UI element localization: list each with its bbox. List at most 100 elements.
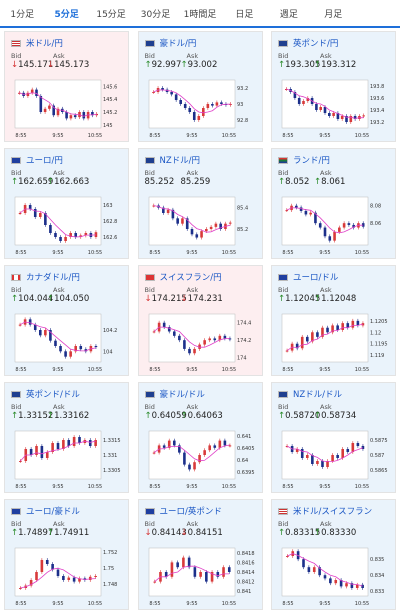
- pair-title[interactable]: ユーロ/英ポンド: [159, 507, 222, 517]
- x-tick-label: 10:55: [355, 250, 369, 256]
- tab-timeframe[interactable]: 月足: [324, 10, 343, 20]
- pair-title[interactable]: ユーロ/円: [26, 156, 63, 166]
- pair-title[interactable]: 米ドル/スイスフラン: [293, 507, 373, 517]
- mini-chart[interactable]: 174.4 174.2 174 8:55 9:55 10:55: [145, 310, 259, 374]
- mini-chart[interactable]: 163 162.8 162.6 8:55 9:55 10:55: [11, 193, 125, 257]
- pair-title[interactable]: カナダドル/円: [26, 273, 80, 283]
- moving-average-line: [287, 553, 363, 587]
- y-tick-label: 0.8416: [237, 560, 255, 566]
- rate-card[interactable]: ランド/円 Bid Ask ↑8.052 ↑8.061 8.08 8.06 8:55 9:55 1…: [271, 148, 396, 259]
- bid-ask-labels: Bid Ask: [278, 169, 332, 177]
- candle-body: [88, 440, 92, 446]
- rate-card[interactable]: 豪ドル/ドル Bid Ask ↑0.64059 ↑0.64063 0.641 0.6405 0…: [137, 382, 263, 493]
- mini-chart[interactable]: 145.6 145.4 145.2 145 8:55 9:55 10:55: [11, 76, 125, 140]
- candle-body: [72, 437, 76, 446]
- x-tick-label: 9:55: [319, 367, 330, 373]
- rate-card[interactable]: NZドル/ドル Bid Ask ↑0.58720 ↑0.58734 0.5875 0.587…: [271, 382, 396, 493]
- mini-chart[interactable]: 1.1205 1.12 1.1195 1.119 8:55 9:55 10:55: [278, 310, 392, 374]
- candle-body: [167, 327, 171, 332]
- candle-body: [84, 349, 88, 352]
- pair-title[interactable]: ユーロ/ドル: [293, 273, 339, 283]
- candle-body: [56, 569, 60, 576]
- rate-values: ↑0.58720 ↑0.58734: [278, 411, 356, 421]
- pair-title[interactable]: ランド/円: [293, 156, 330, 166]
- tab-timeframe[interactable]: 30分足: [140, 10, 171, 20]
- pair-title[interactable]: 英ポンド/ドル: [26, 390, 80, 400]
- tab-timeframe[interactable]: 1時間足: [183, 10, 217, 20]
- mini-chart[interactable]: 0.835 0.834 0.833 8:55 9:55 10:55: [278, 544, 392, 608]
- pair-title[interactable]: 英ポンド/円: [293, 39, 339, 49]
- y-tick-label: 174.4: [237, 321, 251, 327]
- rate-card[interactable]: 米ドル/円 Bid Ask ↓145.171 ↓145.173 145.6 145.4 145…: [4, 31, 129, 142]
- candle-body: [219, 102, 223, 104]
- bid-value: 193.305: [285, 60, 321, 70]
- candle-body: [318, 567, 321, 576]
- mini-chart[interactable]: 93.2 93 92.8 8:55 9:55 10:55: [145, 76, 259, 140]
- card-header: ランド/円: [278, 154, 330, 166]
- bid-ask-labels: Bid Ask: [11, 520, 65, 528]
- y-tick-label: 1.3305: [103, 468, 121, 474]
- rate-card[interactable]: 米ドル/スイスフラン Bid Ask ↑0.83315 ↑0.83330 0.835 0.8…: [271, 499, 396, 610]
- mini-chart[interactable]: 0.5875 0.587 0.5865 8:55 9:55 10:55: [278, 427, 392, 491]
- rate-card[interactable]: ユーロ/ドル Bid Ask ↑1.12045 ↑1.12048 1.1205 1.12 1.…: [271, 265, 396, 376]
- rate-card[interactable]: ユーロ/英ポンド Bid Ask ↓0.84143 ↓0.84151 0.8418 0.84…: [137, 499, 263, 610]
- pair-title[interactable]: NZドル/ドル: [293, 390, 343, 400]
- up-arrow-icon: ↑: [144, 411, 152, 421]
- rate-card[interactable]: ユーロ/円 Bid Ask ↑162.659 ↑162.663 163 162.8 162.6…: [4, 148, 129, 259]
- candle-body: [353, 116, 357, 119]
- x-tick-label: 8:55: [282, 250, 293, 256]
- rate-values: ↑0.83315 ↑0.83330: [278, 528, 356, 538]
- candle-body: [65, 112, 68, 119]
- card-header: ユーロ/英ポンド: [144, 505, 222, 517]
- mini-chart[interactable]: 8.08 8.06 8:55 9:55 10:55: [278, 193, 392, 257]
- rate-card[interactable]: カナダドル/円 Bid Ask ↑104.044 ↑104.050 104.2 104 8:5…: [4, 265, 129, 376]
- rate-card[interactable]: 英ポンド/ドル Bid Ask ↑1.33152 ↑1.33162 1.3315 1.331…: [4, 382, 129, 493]
- bid-value-group: ↓174.215: [145, 294, 187, 304]
- candle-body: [59, 346, 62, 352]
- ask-label: Ask: [53, 286, 65, 294]
- mini-chart[interactable]: 104.2 104 8:55 9:55 10:55: [11, 310, 125, 374]
- tab-timeframe[interactable]: 週足: [279, 10, 298, 20]
- candle-body: [314, 212, 317, 224]
- candle-body: [44, 330, 47, 336]
- rate-card[interactable]: 英ポンド/円 Bid Ask ↑193.305 ↑193.312 193.8 193.6 19…: [271, 31, 396, 142]
- mini-chart[interactable]: 0.641 0.6405 0.64 0.6395 8:55 9:55 10:55: [145, 427, 259, 491]
- candle-body: [49, 330, 52, 341]
- mini-chart[interactable]: 1.3315 1.331 1.3305 8:55 9:55 10:55: [11, 427, 125, 491]
- tab-timeframe[interactable]: 日足: [235, 10, 254, 20]
- candle-body: [202, 340, 206, 345]
- mini-chart[interactable]: 1.752 1.75 1.748 8:55 9:55 10:55: [11, 544, 125, 608]
- mini-chart[interactable]: 193.8 193.6 193.4 193.2 8:55 9:55 10:55: [278, 76, 392, 140]
- au-flag-icon: [144, 390, 155, 398]
- y-tick-label: 0.6405: [237, 446, 255, 452]
- rate-card[interactable]: ユーロ/豪ドル Bid Ask ↑1.74897 ↑1.74911 1.752 1.75 1.…: [4, 499, 129, 610]
- rate-card[interactable]: NZドル/円 Bid Ask 85.252 85.259 85.4 85.2 8:55 9:55…: [137, 148, 263, 259]
- x-tick-label: 8:55: [149, 484, 160, 490]
- tab-timeframe[interactable]: 15分足: [96, 10, 126, 20]
- pair-title[interactable]: 米ドル/円: [26, 39, 63, 49]
- pair-title[interactable]: 豪ドル/円: [159, 39, 197, 49]
- ask-value: 1.33162: [54, 411, 90, 421]
- rate-card[interactable]: スイスフラン/円 Bid Ask ↓174.215 ↓174.231 174.4 174.2…: [137, 265, 263, 376]
- pair-title[interactable]: スイスフラン/円: [159, 273, 222, 283]
- candle-body: [160, 88, 164, 90]
- tab-timeframe[interactable]: 5分足: [54, 10, 79, 20]
- candle-body: [88, 576, 92, 580]
- x-tick-label: 8:55: [282, 484, 293, 490]
- rate-card[interactable]: 豪ドル/円 Bid Ask ↑92.997 ↑93.002 93.2 93 92.8 8:55 9…: [137, 31, 263, 142]
- mini-chart[interactable]: 0.8418 0.8416 0.8414 0.8412 0.841 8:55 9:55 10:…: [145, 544, 259, 608]
- bid-ask-labels: Bid Ask: [11, 403, 65, 411]
- pair-title[interactable]: ユーロ/豪ドル: [26, 507, 80, 517]
- ch-flag-icon: [144, 273, 155, 281]
- up-arrow-icon: ↑: [11, 177, 19, 187]
- up-arrow-icon: ↑: [11, 294, 19, 304]
- up-arrow-icon: ↑: [11, 528, 19, 538]
- mini-chart[interactable]: 85.4 85.2 8:55 9:55 10:55: [145, 193, 259, 257]
- pair-title[interactable]: 豪ドル/ドル: [159, 390, 205, 400]
- rate-values: ↑8.052 ↑8.061: [278, 177, 345, 187]
- y-tick-label: 174.2: [237, 338, 251, 344]
- tab-timeframe[interactable]: 1分足: [10, 10, 35, 20]
- candle-body: [169, 92, 173, 95]
- candle-body: [218, 335, 221, 341]
- pair-title[interactable]: NZドル/円: [159, 156, 201, 166]
